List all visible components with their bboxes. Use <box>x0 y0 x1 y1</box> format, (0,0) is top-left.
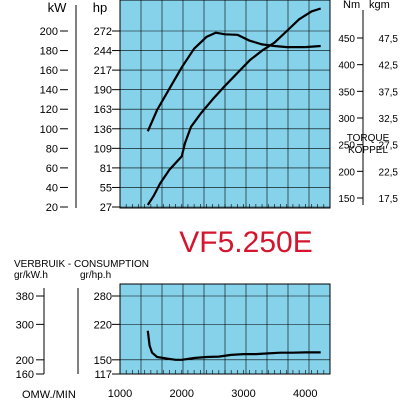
kgm-tick-label: 22,5 <box>379 167 399 178</box>
rpm-tick-label: 3000 <box>231 388 255 400</box>
hp-unit-label: hp <box>93 0 107 15</box>
lower-left-axis: 160 117 200 150 300 220 380 280 <box>16 288 120 381</box>
power-curve <box>146 7 322 206</box>
gr-kwh-tick-label: 380 <box>16 291 34 303</box>
nm-tick-label: 250 <box>338 141 355 152</box>
x-axis: 1000 2000 3000 4000 <box>108 388 318 400</box>
hp-tick-label: 55 <box>100 182 112 194</box>
nm-unit-label: Nm <box>343 0 360 11</box>
kgm-tick-label: 32,5 <box>379 114 399 125</box>
torque-curve <box>146 31 321 132</box>
kw-tick-label: 200 <box>40 26 58 38</box>
gr-kwh-tick-label: 300 <box>16 319 34 331</box>
nm-tick-label: 300 <box>338 114 355 125</box>
kw-unit-label: kW <box>48 0 68 15</box>
hp-tick-label: 27 <box>100 202 112 214</box>
koppel-caption: KOPPEL <box>348 145 388 156</box>
gr-kwh-tick-label: 160 <box>16 369 34 381</box>
hp-tick-label: 109 <box>94 143 112 155</box>
hp-tick-label: 136 <box>94 124 112 136</box>
hp-tick-label: 81 <box>100 163 112 175</box>
nm-tick-label: 400 <box>338 61 355 72</box>
kw-tick-label: 180 <box>40 46 58 58</box>
hp-tick-label: 190 <box>94 85 112 97</box>
upper-grid <box>119 0 331 208</box>
kw-tick-label: 140 <box>40 85 58 97</box>
kgm-tick-label: 42,5 <box>379 61 399 72</box>
gr-hph-tick-label: 117 <box>94 369 112 381</box>
gr-hph-tick-label: 150 <box>94 355 112 367</box>
hp-tick-label: 244 <box>94 46 112 58</box>
torque-caption: TORQUE <box>347 133 390 144</box>
nm-tick-label: 150 <box>338 194 355 205</box>
kw-tick-label: 120 <box>40 104 58 116</box>
kgm-tick-label: 47,5 <box>379 34 399 45</box>
kgm-tick-label: 17,5 <box>379 194 399 205</box>
gr-kwh-unit-label: gr/kW.h <box>14 270 48 281</box>
consumption-curve <box>146 330 321 361</box>
kw-tick-label: 20 <box>46 202 58 214</box>
lower-grid <box>119 284 331 375</box>
hp-tick-label: 163 <box>94 104 112 116</box>
upper-series <box>146 7 322 206</box>
gr-kwh-tick-label: 200 <box>16 355 34 367</box>
kgm-unit-label: kgm <box>369 0 390 11</box>
rpm-tick-label: 2000 <box>170 388 194 400</box>
consumption-title: VERBRUIK - CONSUMPTION <box>14 259 149 270</box>
kw-tick-label: 40 <box>46 182 58 194</box>
kgm-tick-label: 37,5 <box>379 87 399 98</box>
hp-tick-label: 272 <box>94 26 112 38</box>
nm-tick-label: 200 <box>338 167 355 178</box>
kw-tick-label: 60 <box>46 163 58 175</box>
nm-tick-label: 350 <box>338 87 355 98</box>
kw-tick-label: 160 <box>40 65 58 77</box>
upper-right-axis: 150 17,5 200 22,5 250 27,5 300 32,5 350 37,5 400 42… <box>338 10 398 205</box>
rpm-tick-label: 4000 <box>293 388 317 400</box>
upper-left-axis: 20 27 40 55 60 81 80 109 100 136 120 163 140 190 160 21… <box>40 5 120 214</box>
rpm-axis-label: OMW./MIN <box>22 389 76 400</box>
gr-hph-tick-label: 280 <box>94 291 112 303</box>
gr-hph-unit-label: gr/hp.h <box>80 270 111 281</box>
model-title: VF5.250E <box>179 226 312 259</box>
kw-tick-label: 100 <box>40 124 58 136</box>
kw-tick-label: 80 <box>46 143 58 155</box>
nm-tick-label: 450 <box>338 34 355 45</box>
gr-hph-tick-label: 220 <box>94 319 112 331</box>
hp-tick-label: 217 <box>94 65 112 77</box>
kgm-tick-label: 27,5 <box>379 141 399 152</box>
rpm-tick-label: 1000 <box>108 388 132 400</box>
lower-series <box>146 330 321 361</box>
